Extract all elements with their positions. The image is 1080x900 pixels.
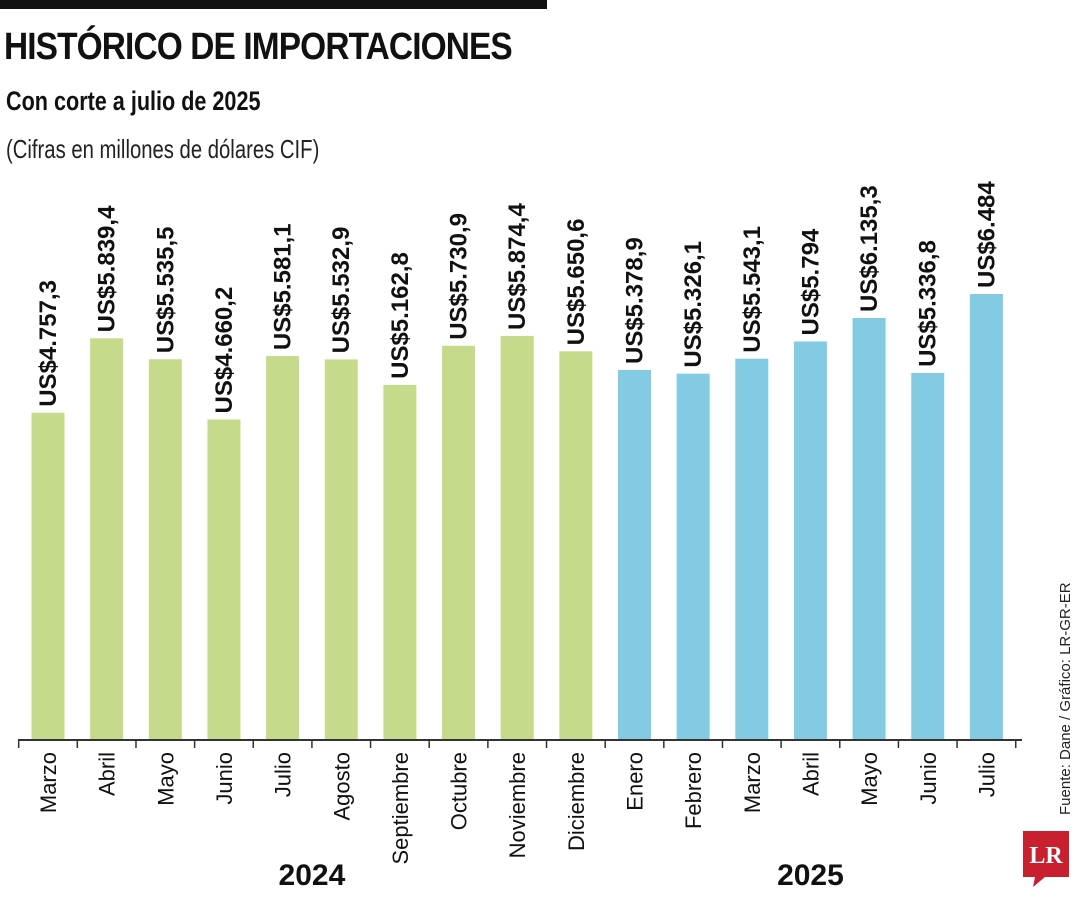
bar-2024-octubre (442, 345, 476, 740)
value-label: US$5.874,4 (504, 203, 531, 330)
bar-2024-marzo (31, 412, 65, 740)
bar-2025-febrero (676, 373, 710, 740)
bar-2024-julio (266, 356, 300, 740)
bar-2025-marzo (735, 358, 769, 740)
lr-logo-text: LR (1029, 843, 1063, 869)
value-label: US$5.794 (797, 228, 824, 335)
value-label: US$5.535,5 (152, 226, 179, 353)
value-label: US$4.660,2 (211, 287, 238, 414)
category-label: Mayo (857, 752, 882, 806)
category-label: Julio (974, 752, 999, 797)
value-label: US$5.581,1 (270, 223, 297, 350)
bars (31, 294, 1003, 740)
chart-subtitle: Con corte a julio de 2025 (6, 86, 261, 116)
year-label-2025: 2025 (777, 859, 844, 892)
category-label: Noviembre (505, 752, 530, 858)
bar-2024-diciembre (559, 351, 593, 740)
category-label: Mayo (153, 752, 178, 806)
year-labels: 2024 2025 (279, 859, 844, 892)
category-label: Junio (916, 752, 941, 805)
x-axis-ticks (17, 740, 1017, 748)
value-label: US$4.757,3 (35, 280, 62, 407)
value-label: US$6.484 (973, 181, 1000, 288)
bar-2024-junio (207, 419, 241, 740)
value-label: US$5.543,1 (739, 226, 766, 353)
category-label: Abril (95, 752, 120, 796)
lr-logo: LR (1023, 831, 1069, 887)
category-label: Junio (212, 752, 237, 805)
value-label: US$5.839,4 (94, 205, 121, 332)
bar-2024-septiembre (383, 384, 417, 740)
value-label: US$5.730,9 (446, 213, 473, 340)
bar-2025-mayo (852, 317, 886, 740)
value-label: US$5.162,8 (387, 252, 414, 379)
value-label: US$5.378,9 (622, 237, 649, 364)
category-label: Febrero (681, 752, 706, 829)
category-label: Septiembre (388, 752, 413, 865)
category-labels: Marzo Abril Mayo Junio Julio Agosto Septiembre… (36, 752, 999, 865)
bar-2025-enero (618, 370, 651, 740)
category-label: Octubre (447, 752, 472, 830)
bar-2024-abril (90, 338, 124, 740)
category-label: Agosto (329, 752, 354, 821)
category-label: Julio (271, 752, 296, 797)
value-label: US$5.532,9 (328, 227, 355, 354)
category-label: Marzo (36, 752, 61, 813)
bar-2024-noviembre (500, 335, 534, 740)
bar-2024-mayo (148, 359, 182, 740)
year-label-2024: 2024 (279, 859, 346, 892)
chart-title: HISTÓRICO DE IMPORTACIONES (4, 26, 513, 68)
top-rule (0, 0, 547, 9)
value-label: US$5.336,8 (915, 240, 942, 367)
value-label: US$5.326,1 (680, 241, 707, 368)
bar-2025-julio (969, 294, 1003, 740)
lr-logo-shape (1023, 831, 1069, 887)
value-label: US$5.650,6 (563, 219, 590, 346)
category-label: Abril (798, 752, 823, 796)
category-label: Diciembre (564, 752, 589, 851)
value-label: US$6.135,3 (856, 185, 883, 312)
source-text: Fuente: Dane / Gráfico: LR-GR-ER (1057, 582, 1074, 815)
bar-2025-abril (793, 341, 827, 740)
category-label: Marzo (740, 752, 765, 813)
value-labels: US$4.757,3 US$5.839,4 US$5.535,5 US$4.660,2… (35, 181, 1000, 414)
unit-note: (Cifras en millones de dólares CIF) (6, 134, 320, 164)
category-label: Enero (623, 752, 648, 811)
bar-2024-agosto (324, 359, 358, 740)
bar-2025-junio (911, 372, 945, 740)
